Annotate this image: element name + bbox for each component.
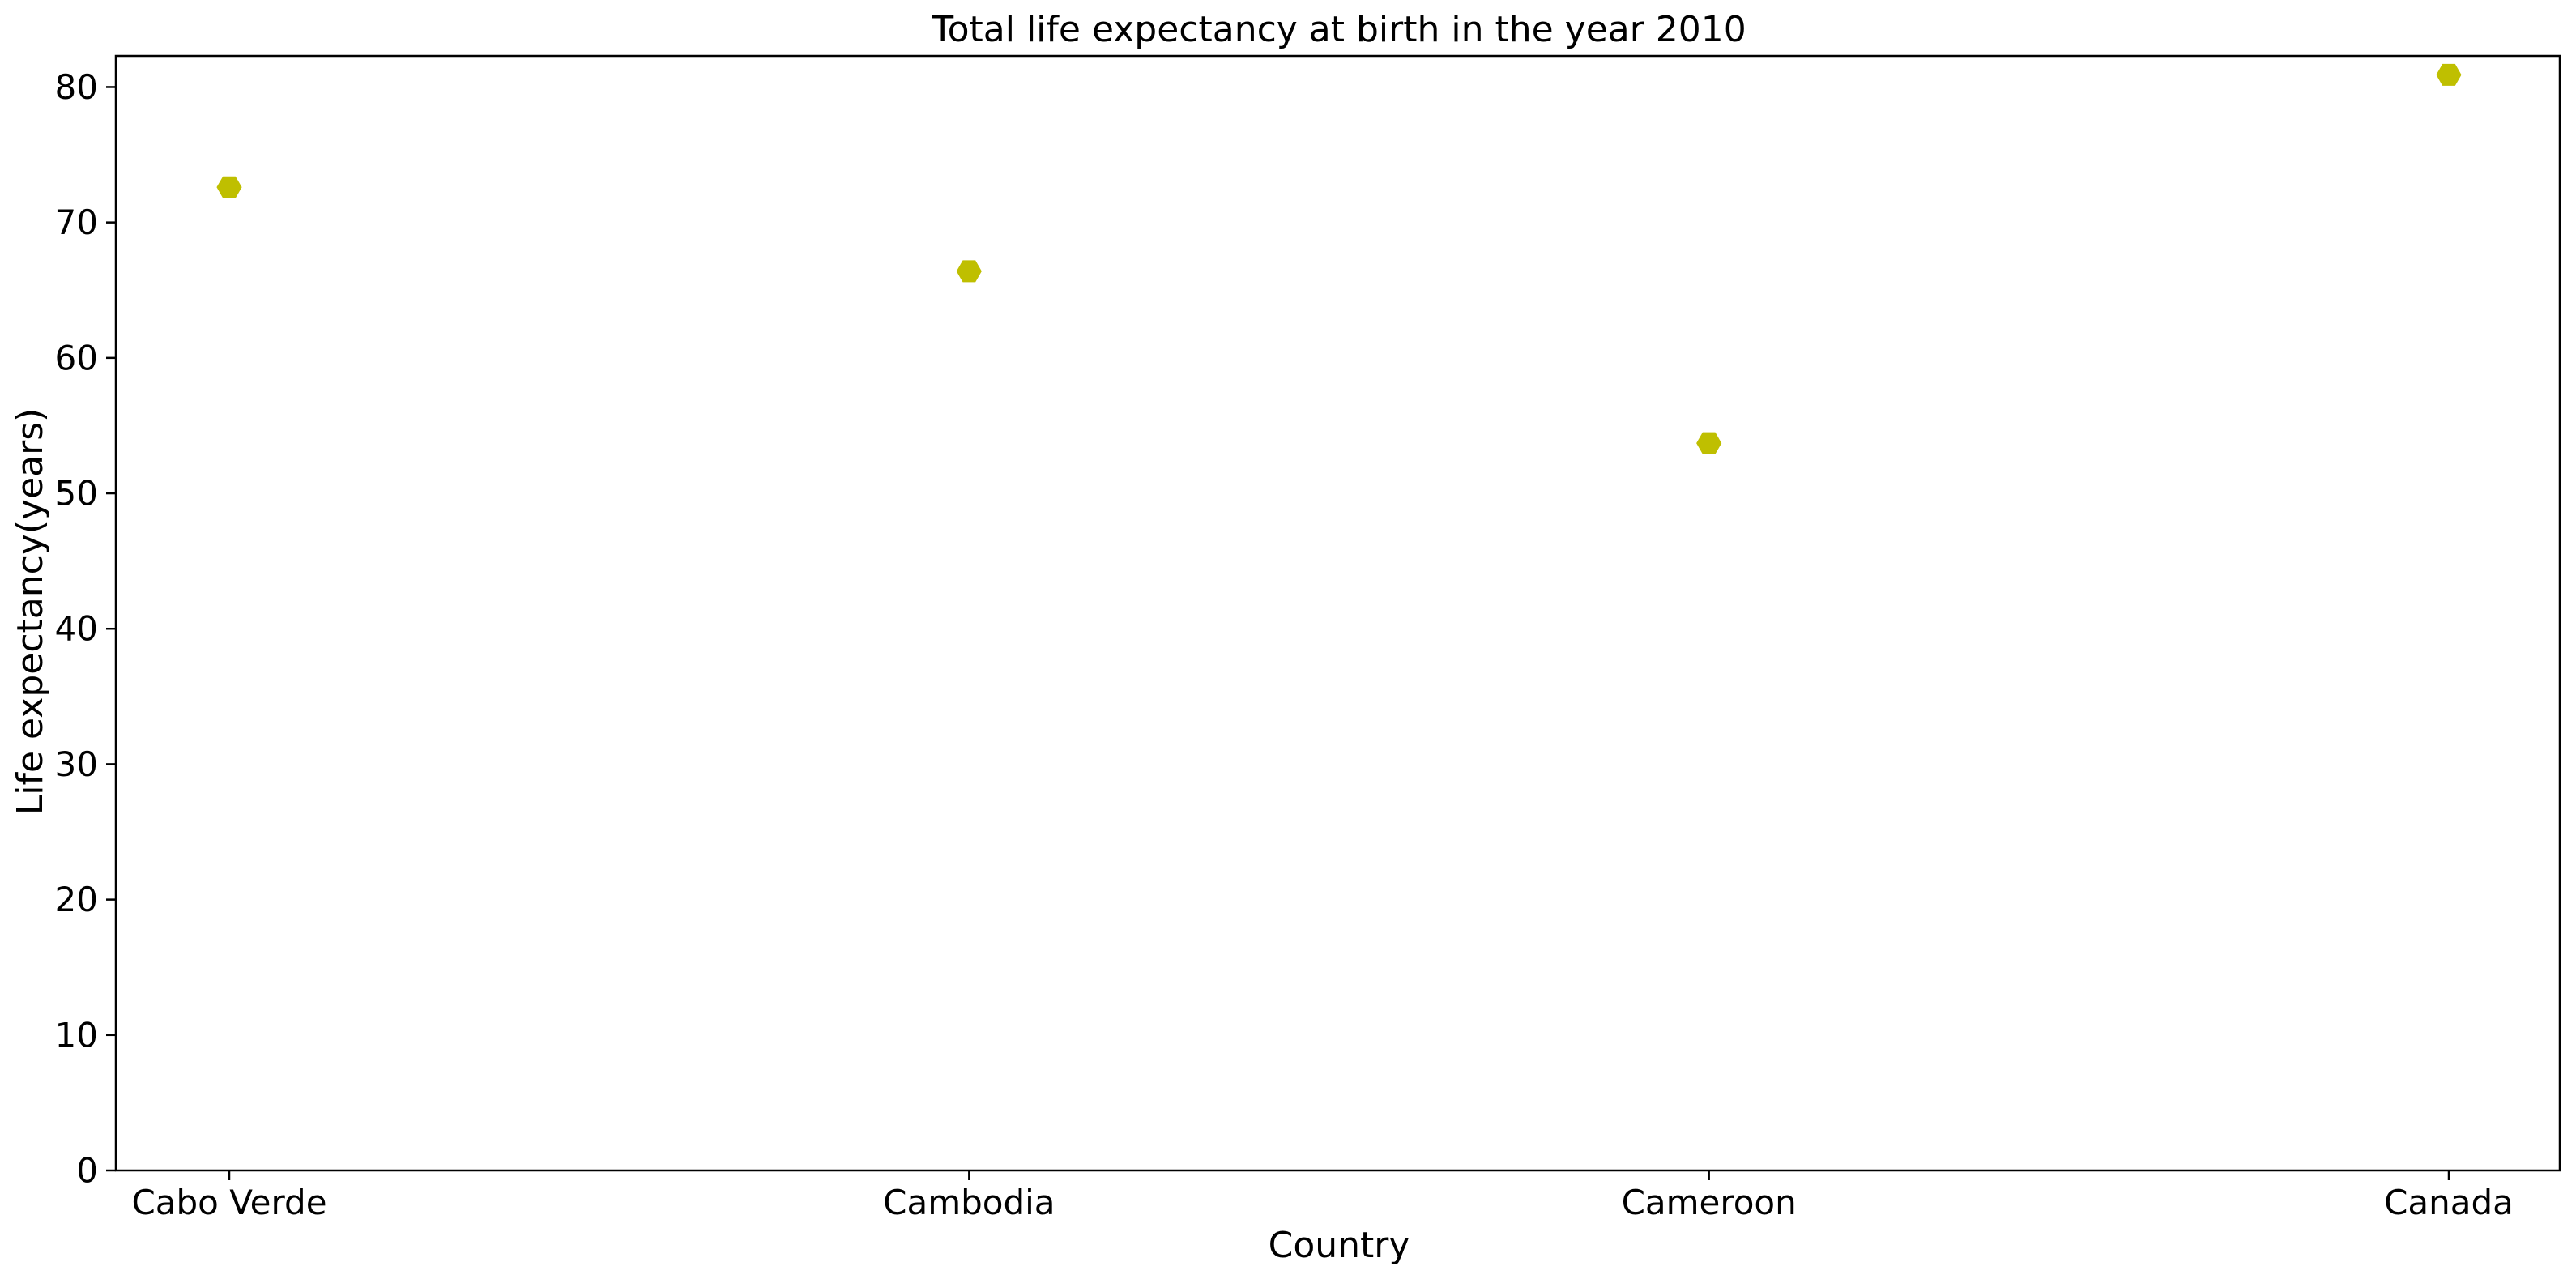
chart-title: Total life expectancy at birth in the ye… — [931, 9, 1746, 50]
y-tick-label: 10 — [55, 1015, 98, 1055]
y-tick-label: 30 — [55, 744, 98, 784]
y-tick-label: 20 — [55, 880, 98, 919]
plot-frame — [114, 54, 2561, 1172]
y-tick-label: 60 — [55, 338, 98, 377]
x-tick-label: Canada — [2384, 1183, 2514, 1222]
y-tick-label: 40 — [55, 609, 98, 649]
data-point — [2436, 63, 2462, 86]
plot-area — [114, 54, 2561, 1172]
y-axis-label: Life expectancy(years) — [10, 408, 51, 816]
x-axis-label: Country — [1269, 1225, 1410, 1266]
y-tick-label: 70 — [55, 203, 98, 242]
x-tick-label: Cameroon — [1622, 1183, 1797, 1222]
x-axis: Cabo Verde Cambodia Cameroon Canada — [131, 1170, 2514, 1222]
x-tick-label: Cabo Verde — [131, 1183, 326, 1222]
data-point — [1696, 432, 1722, 454]
x-tick-label: Cambodia — [883, 1183, 1055, 1222]
y-tick-label: 50 — [55, 474, 98, 514]
data-point — [956, 260, 982, 283]
y-tick-label: 0 — [76, 1151, 98, 1191]
data-points — [216, 63, 2462, 454]
data-point — [216, 176, 242, 198]
y-axis: 0 10 20 30 40 50 60 70 80 — [55, 67, 116, 1191]
y-tick-label: 80 — [55, 67, 98, 107]
